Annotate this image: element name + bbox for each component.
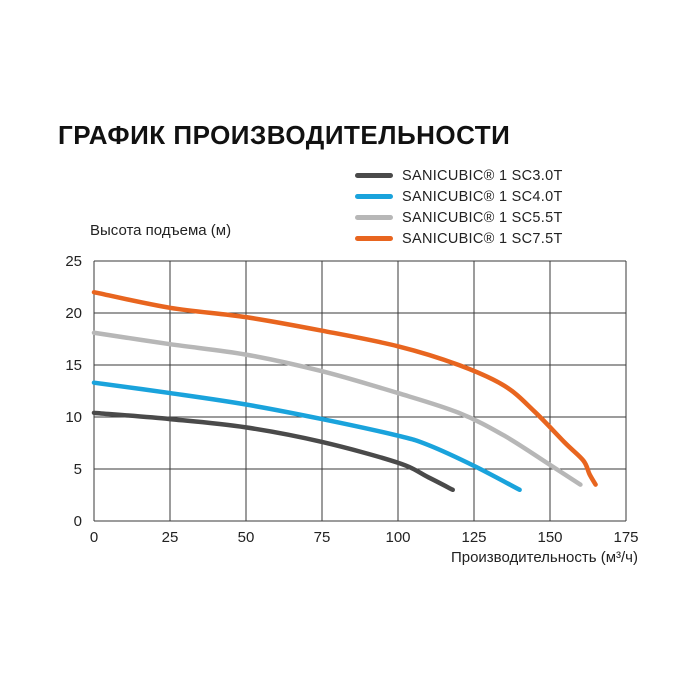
y-axis-label: Высота подъема (м)	[90, 222, 232, 239]
x-tick-label: 0	[90, 529, 98, 546]
series-line-1	[91, 410, 455, 493]
legend-label: SANICUBIC® 1 SC4.0T	[402, 188, 563, 205]
y-tick-label: 0	[74, 513, 82, 530]
y-tick-label: 25	[65, 253, 82, 270]
y-tick-label: 10	[65, 409, 82, 426]
legend-item: SANICUBIC® 1 SC7.5T	[355, 228, 563, 249]
legend-swatch	[355, 236, 393, 241]
legend-swatch	[355, 173, 393, 178]
x-tick-label: 25	[162, 529, 179, 546]
legend-item: SANICUBIC® 1 SC5.5T	[355, 207, 563, 228]
x-tick-label: 50	[238, 529, 255, 546]
x-tick-label: 100	[385, 529, 410, 546]
legend-item: SANICUBIC® 1 SC3.0T	[355, 165, 563, 186]
legend: SANICUBIC® 1 SC3.0T SANICUBIC® 1 SC4.0T …	[355, 165, 563, 249]
y-tick-label: 20	[65, 305, 82, 322]
x-tick-label: 175	[613, 529, 638, 546]
legend-swatch	[355, 194, 393, 199]
legend-label: SANICUBIC® 1 SC3.0T	[402, 167, 563, 184]
series-line-3	[91, 330, 583, 487]
x-tick-label: 150	[537, 529, 562, 546]
x-tick-label: 125	[461, 529, 486, 546]
series-line-4	[91, 289, 598, 487]
y-tick-label: 5	[74, 461, 82, 478]
series-line-2	[91, 380, 522, 493]
chart-title: ГРАФИК ПРОИЗВОДИТЕЛЬНОСТИ	[58, 120, 511, 150]
y-tick-label: 15	[65, 357, 82, 374]
legend-label: SANICUBIC® 1 SC5.5T	[402, 209, 563, 226]
x-axis-label: Производительность (м³/ч)	[450, 549, 638, 566]
legend-item: SANICUBIC® 1 SC4.0T	[355, 186, 563, 207]
legend-label: SANICUBIC® 1 SC7.5T	[402, 230, 563, 247]
legend-swatch	[355, 215, 393, 220]
x-tick-label: 75	[314, 529, 331, 546]
